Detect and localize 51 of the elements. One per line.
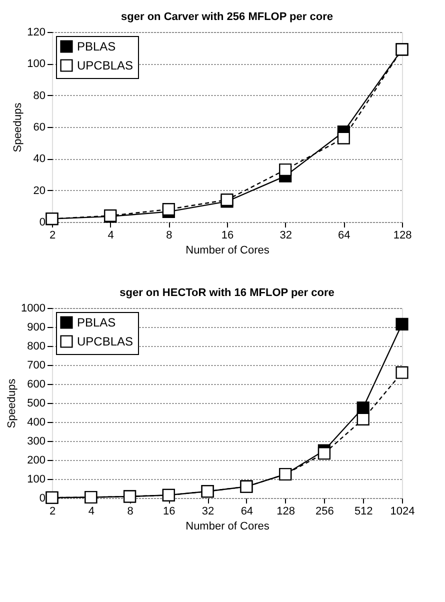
- y-tick-label: 60: [33, 122, 46, 134]
- x-tick-label: 16: [221, 230, 234, 242]
- x-tick-label: 8: [166, 230, 172, 242]
- x-tick-label: 4: [108, 230, 114, 242]
- point: [337, 132, 350, 144]
- x-tick-label: 128: [276, 506, 296, 518]
- x-tick-label: 4: [88, 506, 94, 518]
- y-tick-label: 100: [27, 58, 46, 70]
- y-tick-label: 500: [27, 398, 46, 410]
- y-tick-label: 120: [27, 26, 46, 38]
- x-tick-label: 1024: [390, 506, 415, 518]
- x-tick-label: 32: [202, 506, 214, 518]
- x-tick-label: 16: [163, 506, 176, 518]
- point: [318, 447, 331, 460]
- y-tick-label: 400: [27, 416, 46, 428]
- point: [279, 163, 292, 176]
- y-tick-label: 100: [27, 474, 46, 486]
- y-tick-label: 20: [33, 184, 46, 197]
- y-tick-label: 1000: [21, 302, 46, 314]
- y-tick-label: 40: [33, 153, 46, 166]
- point: [356, 401, 370, 414]
- y-axis-title: Speedups: [6, 378, 18, 428]
- y-tick-label: 600: [27, 378, 46, 390]
- x-tick-label: 256: [316, 506, 334, 518]
- x-tick-label: 64: [240, 506, 254, 518]
- y-tick-label: 800: [27, 340, 46, 352]
- x-tick-label: 64: [338, 230, 350, 242]
- legend-label: UPCBLAS: [77, 58, 134, 72]
- x-tick-label: 8: [127, 506, 134, 518]
- y-tick-label: 200: [27, 454, 46, 466]
- x-axis-title: Number of Cores: [186, 520, 270, 532]
- legend-label: PBLAS: [77, 40, 116, 54]
- x-tick-label: 128: [393, 230, 412, 242]
- y-tick-label: 900: [27, 322, 46, 334]
- y-tick-label: 80: [33, 90, 46, 102]
- x-axis-title: Number of Cores: [186, 244, 270, 256]
- chart-title: sger on Carver with 256 MFLOP per core: [121, 11, 333, 23]
- x-tick-label: 32: [280, 230, 292, 242]
- y-tick-label: 0: [39, 216, 46, 228]
- y-tick-label: 0: [39, 492, 46, 504]
- y-tick-label: 700: [27, 360, 46, 372]
- point: [396, 366, 408, 379]
- legend-label: UPCBLAS: [77, 334, 134, 348]
- legend-label: PBLAS: [77, 316, 116, 330]
- y-axis-title: Speedups: [12, 102, 24, 152]
- x-tick-label: 2: [49, 230, 56, 242]
- chart-title: sger on HECToR with 16 MFLOP per core: [120, 287, 334, 299]
- y-tick-label: 300: [27, 436, 46, 448]
- x-tick-label: 512: [354, 506, 373, 518]
- point: [396, 318, 408, 330]
- x-tick-label: 2: [49, 506, 56, 518]
